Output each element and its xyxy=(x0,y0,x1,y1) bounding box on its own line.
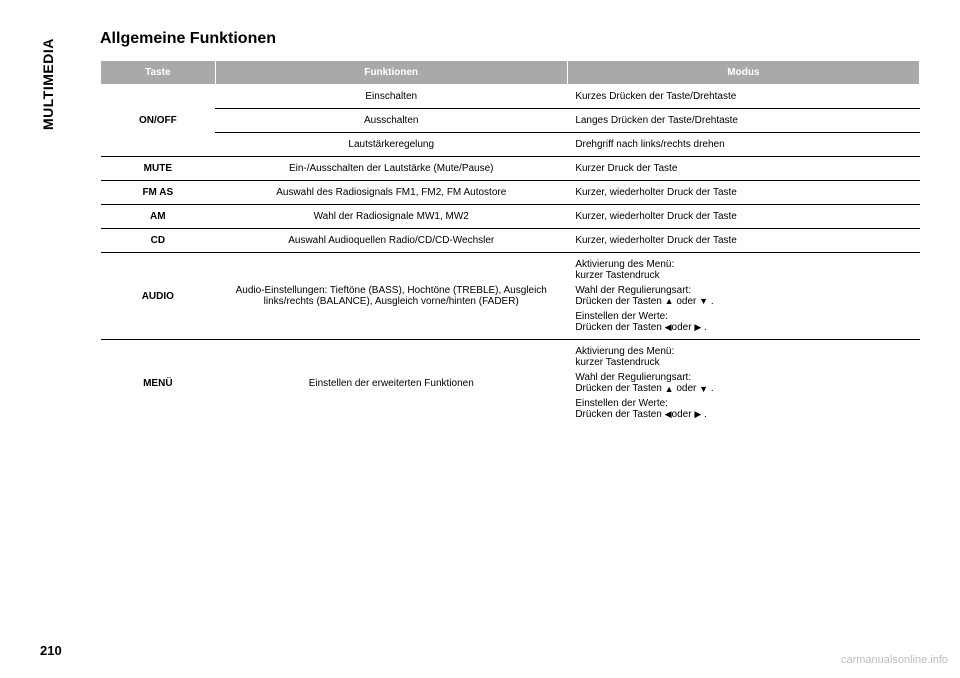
cell-taste-fmas: FM AS xyxy=(101,181,216,205)
table-row: CD Auswahl Audioquellen Radio/CD/CD-Wech… xyxy=(101,229,920,253)
header-modus: Modus xyxy=(567,61,919,85)
table-row: MUTE Ein-/Ausschalten der Lautstärke (Mu… xyxy=(101,157,920,181)
table-row: AM Wahl der Radiosignale MW1, MW2 Kurzer… xyxy=(101,205,920,229)
modus-text: Drücken der Tasten xyxy=(575,409,664,420)
cell-taste-audio: AUDIO xyxy=(101,253,216,340)
modus-text: Einstellen der Werte: xyxy=(575,398,668,409)
table-row: FM AS Auswahl des Radiosignals FM1, FM2,… xyxy=(101,181,920,205)
modus-text: . xyxy=(701,409,707,420)
modus-text: Wahl der Regulierungsart: xyxy=(575,285,691,296)
header-taste: Taste xyxy=(101,61,216,85)
cell-modus: Drehgriff nach links/rechts drehen xyxy=(567,133,919,157)
cell-taste-menu: MENÜ xyxy=(101,340,216,427)
table-row: Lautstärkeregelung Drehgriff nach links/… xyxy=(101,133,920,157)
triangle-down-icon: ▼ xyxy=(699,296,708,306)
triangle-left-icon: ◀ xyxy=(665,322,672,333)
table-row: ON/OFF Einschalten Kurzes Drücken der Ta… xyxy=(101,85,920,109)
modus-text: . xyxy=(708,296,714,307)
modus-text: oder xyxy=(672,409,695,420)
modus-text: oder xyxy=(674,383,700,394)
modus-text: kurzer Tastendruck xyxy=(575,270,659,281)
modus-text: . xyxy=(708,383,714,394)
cell-modus: Kurzes Drücken der Taste/Drehtaste xyxy=(567,85,919,109)
table-row: Ausschalten Langes Drücken der Taste/Dre… xyxy=(101,109,920,133)
cell-funk: Lautstärkeregelung xyxy=(215,133,567,157)
triangle-left-icon: ◀ xyxy=(665,409,672,420)
cell-modus-menu: Aktivierung des Menü: kurzer Tastendruck… xyxy=(567,340,919,427)
functions-table: Taste Funktionen Modus ON/OFF Einschalte… xyxy=(100,60,920,426)
cell-funk: Einstellen der erweiterten Funktionen xyxy=(215,340,567,427)
sidebar-section-label: MULTIMEDIA xyxy=(40,38,56,130)
cell-modus: Kurzer, wiederholter Druck der Taste xyxy=(567,181,919,205)
modus-text: Aktivierung des Menü: xyxy=(575,346,674,357)
table-row: AUDIO Audio-Einstellungen: Tieftöne (BAS… xyxy=(101,253,920,340)
triangle-up-icon: ▲ xyxy=(665,384,674,394)
header-funktionen: Funktionen xyxy=(215,61,567,85)
modus-text: Wahl der Regulierungsart: xyxy=(575,372,691,383)
cell-taste-cd: CD xyxy=(101,229,216,253)
cell-taste-onoff: ON/OFF xyxy=(101,85,216,157)
cell-taste-mute: MUTE xyxy=(101,157,216,181)
triangle-up-icon: ▲ xyxy=(665,296,674,306)
modus-text: . xyxy=(701,322,707,333)
cell-funk: Auswahl des Radiosignals FM1, FM2, FM Au… xyxy=(215,181,567,205)
modus-text: kurzer Tastendruck xyxy=(575,357,659,368)
cell-taste-am: AM xyxy=(101,205,216,229)
page-content: Allgemeine Funktionen Taste Funktionen M… xyxy=(100,30,920,426)
triangle-down-icon: ▼ xyxy=(699,384,708,394)
cell-funk: Ausschalten xyxy=(215,109,567,133)
cell-funk: Auswahl Audioquellen Radio/CD/CD-Wechsle… xyxy=(215,229,567,253)
cell-modus: Langes Drücken der Taste/Drehtaste xyxy=(567,109,919,133)
watermark: carmanualsonline.info xyxy=(841,654,948,666)
cell-modus: Kurzer, wiederholter Druck der Taste xyxy=(567,205,919,229)
cell-modus: Kurzer, wiederholter Druck der Taste xyxy=(567,229,919,253)
cell-funk: Ein-/Ausschalten der Lautstärke (Mute/Pa… xyxy=(215,157,567,181)
cell-modus-audio: Aktivierung des Menü: kurzer Tastendruck… xyxy=(567,253,919,340)
cell-modus: Kurzer Druck der Taste xyxy=(567,157,919,181)
modus-text: Drücken der Tasten xyxy=(575,383,664,394)
section-title: Allgemeine Funktionen xyxy=(100,30,920,48)
table-row: MENÜ Einstellen der erweiterten Funktion… xyxy=(101,340,920,427)
cell-funk: Audio-Einstellungen: Tieftöne (BASS), Ho… xyxy=(215,253,567,340)
page-number: 210 xyxy=(40,643,62,658)
modus-text: Drücken der Tasten xyxy=(575,322,664,333)
modus-text: oder xyxy=(672,322,695,333)
modus-text: Einstellen der Werte: xyxy=(575,311,668,322)
cell-funk: Wahl der Radiosignale MW1, MW2 xyxy=(215,205,567,229)
modus-text: Aktivierung des Menü: xyxy=(575,259,674,270)
modus-text: Drücken der Tasten xyxy=(575,296,664,307)
cell-funk: Einschalten xyxy=(215,85,567,109)
modus-text: oder xyxy=(674,296,700,307)
